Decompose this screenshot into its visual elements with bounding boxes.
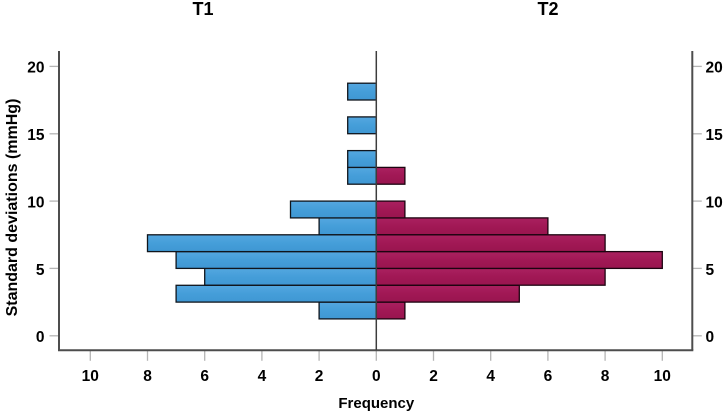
svg-text:20: 20 bbox=[27, 60, 44, 77]
svg-text:4: 4 bbox=[258, 368, 267, 385]
svg-text:15: 15 bbox=[706, 127, 723, 144]
svg-text:5: 5 bbox=[706, 262, 715, 279]
svg-text:10: 10 bbox=[27, 194, 44, 211]
svg-text:0: 0 bbox=[372, 368, 381, 385]
svg-text:Standard deviations (mmHg): Standard deviations (mmHg) bbox=[4, 99, 21, 317]
svg-text:6: 6 bbox=[200, 368, 209, 385]
svg-text:0: 0 bbox=[36, 329, 45, 346]
svg-text:8: 8 bbox=[601, 368, 610, 385]
svg-text:Frequency: Frequency bbox=[338, 395, 415, 412]
svg-text:15: 15 bbox=[27, 127, 45, 144]
svg-text:6: 6 bbox=[544, 368, 553, 385]
svg-text:T1: T1 bbox=[192, 0, 213, 19]
svg-text:0: 0 bbox=[706, 329, 715, 346]
svg-text:8: 8 bbox=[143, 368, 152, 385]
svg-text:10: 10 bbox=[706, 194, 723, 211]
svg-text:10: 10 bbox=[654, 368, 671, 385]
svg-text:2: 2 bbox=[315, 368, 324, 385]
svg-text:4: 4 bbox=[486, 368, 495, 385]
svg-text:2: 2 bbox=[429, 368, 438, 385]
svg-text:5: 5 bbox=[36, 262, 45, 279]
svg-text:T2: T2 bbox=[537, 0, 558, 19]
svg-text:10: 10 bbox=[82, 368, 99, 385]
svg-text:20: 20 bbox=[706, 60, 723, 77]
